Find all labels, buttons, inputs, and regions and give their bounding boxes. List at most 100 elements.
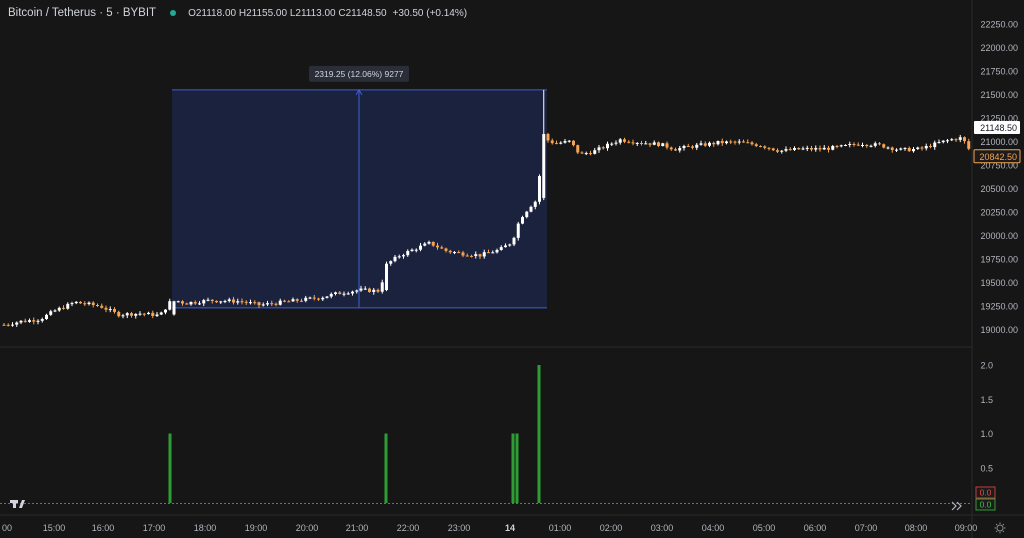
- candle: [946, 138, 949, 144]
- candle: [589, 150, 592, 156]
- indicator-bar: [168, 433, 172, 503]
- candle: [474, 251, 478, 259]
- candle: [40, 317, 44, 323]
- candle: [924, 143, 928, 151]
- current-price-label: 21148.50: [980, 123, 1017, 133]
- candle: [87, 301, 91, 306]
- candle: [91, 301, 95, 308]
- candle: [389, 260, 393, 266]
- candle: [618, 138, 622, 145]
- candle: [801, 146, 805, 151]
- candle: [593, 147, 597, 155]
- candle: [49, 309, 53, 316]
- candle: [346, 291, 350, 295]
- measure-range[interactable]: 2319.25 (12.06%) 9277: [172, 65, 547, 309]
- tradingview-logo-icon[interactable]: [10, 500, 25, 508]
- indicator-badge-red-label: 0.0: [980, 488, 992, 498]
- price-tick-label: 19750.00: [980, 255, 1018, 265]
- candle: [861, 142, 864, 148]
- gear-icon[interactable]: [994, 522, 1006, 534]
- candle: [329, 292, 333, 299]
- candle: [142, 312, 146, 317]
- indicator-badge-green-label: 0.0: [980, 500, 992, 510]
- candle: [19, 320, 23, 325]
- candle: [941, 140, 945, 144]
- candle: [261, 302, 265, 307]
- candle: [916, 146, 920, 150]
- candle: [555, 140, 558, 145]
- candle: [130, 311, 133, 318]
- candle: [419, 242, 422, 252]
- scroll-to-realtime-icon[interactable]: [951, 501, 962, 511]
- time-tick-label: 07:00: [855, 523, 878, 533]
- candle: [138, 311, 142, 316]
- candle: [703, 141, 707, 147]
- price-tick-label: 20750.00: [980, 161, 1018, 171]
- candle: [720, 138, 724, 146]
- candle: [559, 141, 563, 145]
- price-tick-label: 21500.00: [980, 90, 1018, 100]
- candle: [270, 300, 274, 306]
- candle: [11, 322, 14, 327]
- current-price-badge: [974, 121, 1020, 135]
- candle: [6, 323, 10, 327]
- candle: [716, 140, 720, 146]
- candle: [304, 295, 308, 303]
- candle: [729, 139, 733, 145]
- candle: [818, 145, 822, 152]
- symbol-title[interactable]: Bitcoin / Tetherus · 5 · BYBIT: [8, 7, 157, 19]
- indicator-bars: [168, 365, 541, 503]
- candle: [448, 249, 452, 254]
- time-tick-label: 16:00: [92, 523, 115, 533]
- candle: [737, 139, 741, 145]
- candle: [584, 151, 588, 156]
- candle: [848, 141, 852, 148]
- price-tick-label: 20000.00: [980, 231, 1018, 241]
- candle: [899, 147, 903, 151]
- candle: [414, 248, 418, 253]
- candle: [895, 148, 898, 153]
- candle: [202, 298, 206, 307]
- candle: [159, 311, 163, 316]
- candle: [117, 310, 121, 318]
- candle: [529, 205, 533, 213]
- candle: [308, 296, 312, 300]
- candle: [822, 145, 826, 150]
- indicator-bar: [511, 433, 515, 503]
- candle: [125, 312, 129, 319]
- candle: [36, 319, 40, 325]
- candle: [844, 144, 847, 147]
- indicator-tick-label: 1.0: [980, 429, 993, 439]
- candle: [215, 300, 218, 304]
- time-tick-label: 20:00: [296, 523, 319, 533]
- time-tick-label: 23:00: [448, 523, 471, 533]
- candle: [504, 243, 507, 248]
- indicator-badge-green: [975, 498, 996, 511]
- candle: [2, 323, 6, 326]
- ohlc-values: O21118.00 H21155.00 L21113.00 C21148.50: [188, 7, 387, 19]
- candle: [869, 144, 873, 148]
- candle: [74, 301, 78, 305]
- price-tick-label: 20250.00: [980, 208, 1018, 218]
- candle: [954, 138, 958, 142]
- candle: [223, 299, 227, 304]
- price-tick-label: 22000.00: [980, 43, 1018, 53]
- candle: [839, 144, 843, 148]
- candle: [878, 142, 881, 146]
- time-tick-label: 22:00: [397, 523, 420, 533]
- candle: [440, 245, 444, 250]
- time-tick-label: 15:00: [43, 523, 66, 533]
- time-tick-label: 03:00: [651, 523, 674, 533]
- price-tick-label: 21250.00: [980, 114, 1018, 124]
- candle: [338, 291, 342, 295]
- candle: [108, 306, 112, 313]
- candle: [423, 242, 427, 247]
- candle: [53, 309, 57, 313]
- candle: [572, 140, 575, 147]
- candles: [2, 89, 971, 327]
- candle: [274, 302, 278, 307]
- candle: [682, 144, 686, 151]
- candle: [100, 303, 104, 309]
- candle: [546, 132, 550, 143]
